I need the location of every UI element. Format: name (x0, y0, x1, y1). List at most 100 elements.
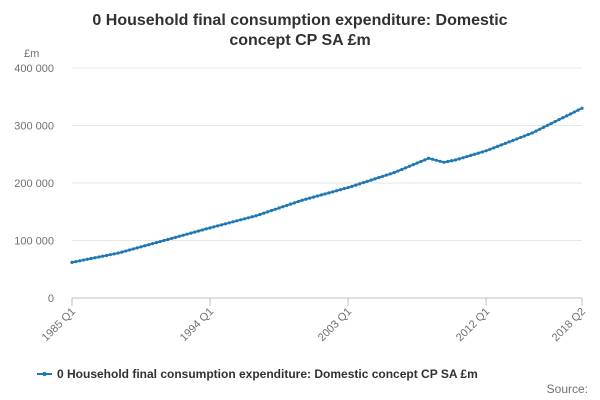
data-point[interactable] (350, 184, 354, 188)
data-point[interactable] (507, 140, 511, 144)
data-point[interactable] (373, 177, 377, 181)
data-point[interactable] (476, 151, 481, 155)
data-point[interactable] (438, 159, 442, 163)
data-point[interactable] (400, 167, 404, 172)
data-point[interactable] (519, 135, 523, 140)
data-point[interactable] (453, 158, 458, 162)
data-point[interactable] (392, 171, 396, 175)
data-point[interactable] (331, 190, 335, 194)
data-point[interactable] (296, 199, 300, 204)
data-point[interactable] (170, 236, 174, 240)
data-point[interactable] (404, 166, 408, 170)
data-point[interactable] (319, 193, 323, 197)
data-point[interactable] (147, 243, 151, 247)
data-point[interactable] (304, 197, 308, 201)
data-point[interactable] (549, 121, 553, 126)
data-point[interactable] (354, 183, 358, 187)
data-point[interactable] (269, 209, 273, 213)
data-point[interactable] (450, 159, 454, 163)
data-point[interactable] (285, 203, 289, 208)
data-point[interactable] (216, 224, 220, 228)
data-point[interactable] (515, 137, 519, 141)
data-point[interactable] (70, 260, 74, 264)
data-point[interactable] (542, 125, 546, 129)
data-point[interactable] (212, 225, 216, 229)
data-point[interactable] (496, 144, 500, 148)
data-point[interactable] (311, 195, 316, 199)
data-point[interactable] (246, 216, 250, 220)
data-point[interactable] (315, 194, 320, 198)
data-point[interactable] (239, 218, 243, 222)
data-point[interactable] (534, 129, 538, 133)
data-point[interactable] (227, 221, 231, 225)
data-point[interactable] (419, 159, 423, 164)
data-point[interactable] (430, 157, 435, 161)
data-point[interactable] (492, 146, 496, 150)
data-point[interactable] (365, 179, 369, 183)
data-point[interactable] (93, 256, 97, 260)
data-point[interactable] (281, 205, 285, 209)
data-point[interactable] (361, 181, 366, 185)
data-point[interactable] (112, 252, 116, 256)
data-point[interactable] (369, 178, 373, 182)
data-point[interactable] (154, 241, 158, 245)
data-point[interactable] (127, 248, 132, 252)
data-point[interactable] (300, 198, 304, 202)
data-point[interactable] (526, 132, 530, 137)
data-point[interactable] (461, 156, 465, 160)
data-point[interactable] (97, 255, 101, 259)
data-point[interactable] (473, 152, 477, 156)
data-point[interactable] (327, 191, 331, 195)
data-point[interactable] (108, 253, 112, 257)
data-point[interactable] (511, 138, 515, 142)
data-point[interactable] (250, 215, 254, 219)
data-point[interactable] (173, 235, 178, 239)
data-point[interactable] (357, 182, 362, 186)
data-point[interactable] (189, 231, 193, 235)
data-point[interactable] (258, 212, 262, 217)
data-point[interactable] (78, 259, 82, 263)
data-point[interactable] (242, 217, 247, 221)
data-point[interactable] (338, 188, 343, 192)
data-point[interactable] (469, 153, 473, 157)
data-point[interactable] (139, 245, 143, 249)
data-point[interactable] (308, 196, 312, 200)
data-point[interactable] (120, 250, 124, 254)
data-point[interactable] (457, 157, 461, 161)
legend[interactable]: 0 Household final consumption expenditur… (37, 367, 478, 381)
data-point[interactable] (185, 232, 189, 236)
data-point[interactable] (522, 134, 527, 138)
data-point[interactable] (484, 149, 488, 153)
data-point[interactable] (396, 169, 400, 173)
data-point[interactable] (342, 187, 346, 191)
data-point[interactable] (288, 202, 293, 206)
data-point[interactable] (193, 230, 197, 234)
data-point[interactable] (557, 118, 561, 122)
data-point[interactable] (231, 220, 235, 224)
data-point[interactable] (74, 259, 78, 264)
data-point[interactable] (465, 154, 469, 159)
data-point[interactable] (150, 242, 155, 246)
data-point[interactable] (181, 233, 185, 237)
data-point[interactable] (208, 226, 212, 230)
data-point[interactable] (446, 159, 450, 164)
data-point[interactable] (323, 192, 327, 196)
data-point[interactable] (565, 114, 569, 118)
data-point[interactable] (292, 201, 297, 205)
data-point[interactable] (538, 127, 542, 131)
data-point[interactable] (423, 158, 427, 162)
data-point[interactable] (166, 237, 170, 242)
data-point[interactable] (561, 116, 565, 120)
data-point[interactable] (545, 123, 550, 127)
data-point[interactable] (576, 108, 580, 112)
data-point[interactable] (407, 164, 412, 168)
data-point[interactable] (553, 119, 557, 124)
data-point[interactable] (219, 223, 224, 227)
data-point[interactable] (223, 222, 227, 226)
data-point[interactable] (415, 161, 419, 165)
data-point[interactable] (204, 227, 208, 231)
data-point[interactable] (377, 176, 381, 180)
data-point[interactable] (427, 156, 431, 160)
data-point[interactable] (580, 106, 584, 110)
data-point[interactable] (85, 257, 89, 261)
